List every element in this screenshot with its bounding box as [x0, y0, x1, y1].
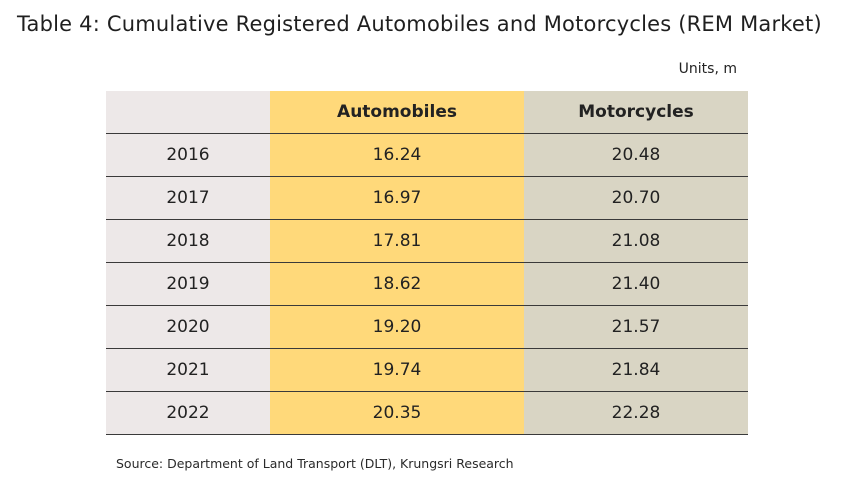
table-row: 2018 17.81 21.08 — [106, 219, 748, 263]
table-row: 2021 19.74 21.84 — [106, 348, 748, 392]
cell-year: 2018 — [106, 219, 270, 263]
cell-automobiles: 19.74 — [270, 348, 524, 392]
cell-automobiles: 18.62 — [270, 262, 524, 306]
source-note: Source: Department of Land Transport (DL… — [116, 456, 514, 471]
table-header-row: Automobiles Motorcycles — [106, 91, 748, 134]
table-row: 2022 20.35 22.28 — [106, 391, 748, 435]
cell-year: 2020 — [106, 305, 270, 349]
cell-motorcycles: 20.48 — [524, 133, 748, 177]
cell-year: 2019 — [106, 262, 270, 306]
cell-motorcycles: 21.08 — [524, 219, 748, 263]
cell-motorcycles: 22.28 — [524, 391, 748, 435]
cell-year: 2021 — [106, 348, 270, 392]
cell-motorcycles: 21.57 — [524, 305, 748, 349]
table-row: 2020 19.20 21.57 — [106, 305, 748, 349]
header-automobiles: Automobiles — [270, 91, 524, 134]
cell-motorcycles: 21.84 — [524, 348, 748, 392]
cell-automobiles: 19.20 — [270, 305, 524, 349]
cell-year: 2017 — [106, 176, 270, 220]
table-title: Table 4: Cumulative Registered Automobil… — [17, 12, 822, 36]
table-row: 2016 16.24 20.48 — [106, 133, 748, 177]
cell-automobiles: 17.81 — [270, 219, 524, 263]
units-label: Units, m — [678, 61, 737, 77]
data-table: Automobiles Motorcycles 2016 16.24 20.48 20… — [106, 91, 748, 435]
table-row: 2017 16.97 20.70 — [106, 176, 748, 220]
header-year — [106, 91, 270, 134]
header-motorcycles: Motorcycles — [524, 91, 748, 134]
cell-motorcycles: 20.70 — [524, 176, 748, 220]
cell-year: 2022 — [106, 391, 270, 435]
cell-motorcycles: 21.40 — [524, 262, 748, 306]
cell-automobiles: 20.35 — [270, 391, 524, 435]
table-row: 2019 18.62 21.40 — [106, 262, 748, 306]
cell-automobiles: 16.97 — [270, 176, 524, 220]
cell-year: 2016 — [106, 133, 270, 177]
cell-automobiles: 16.24 — [270, 133, 524, 177]
